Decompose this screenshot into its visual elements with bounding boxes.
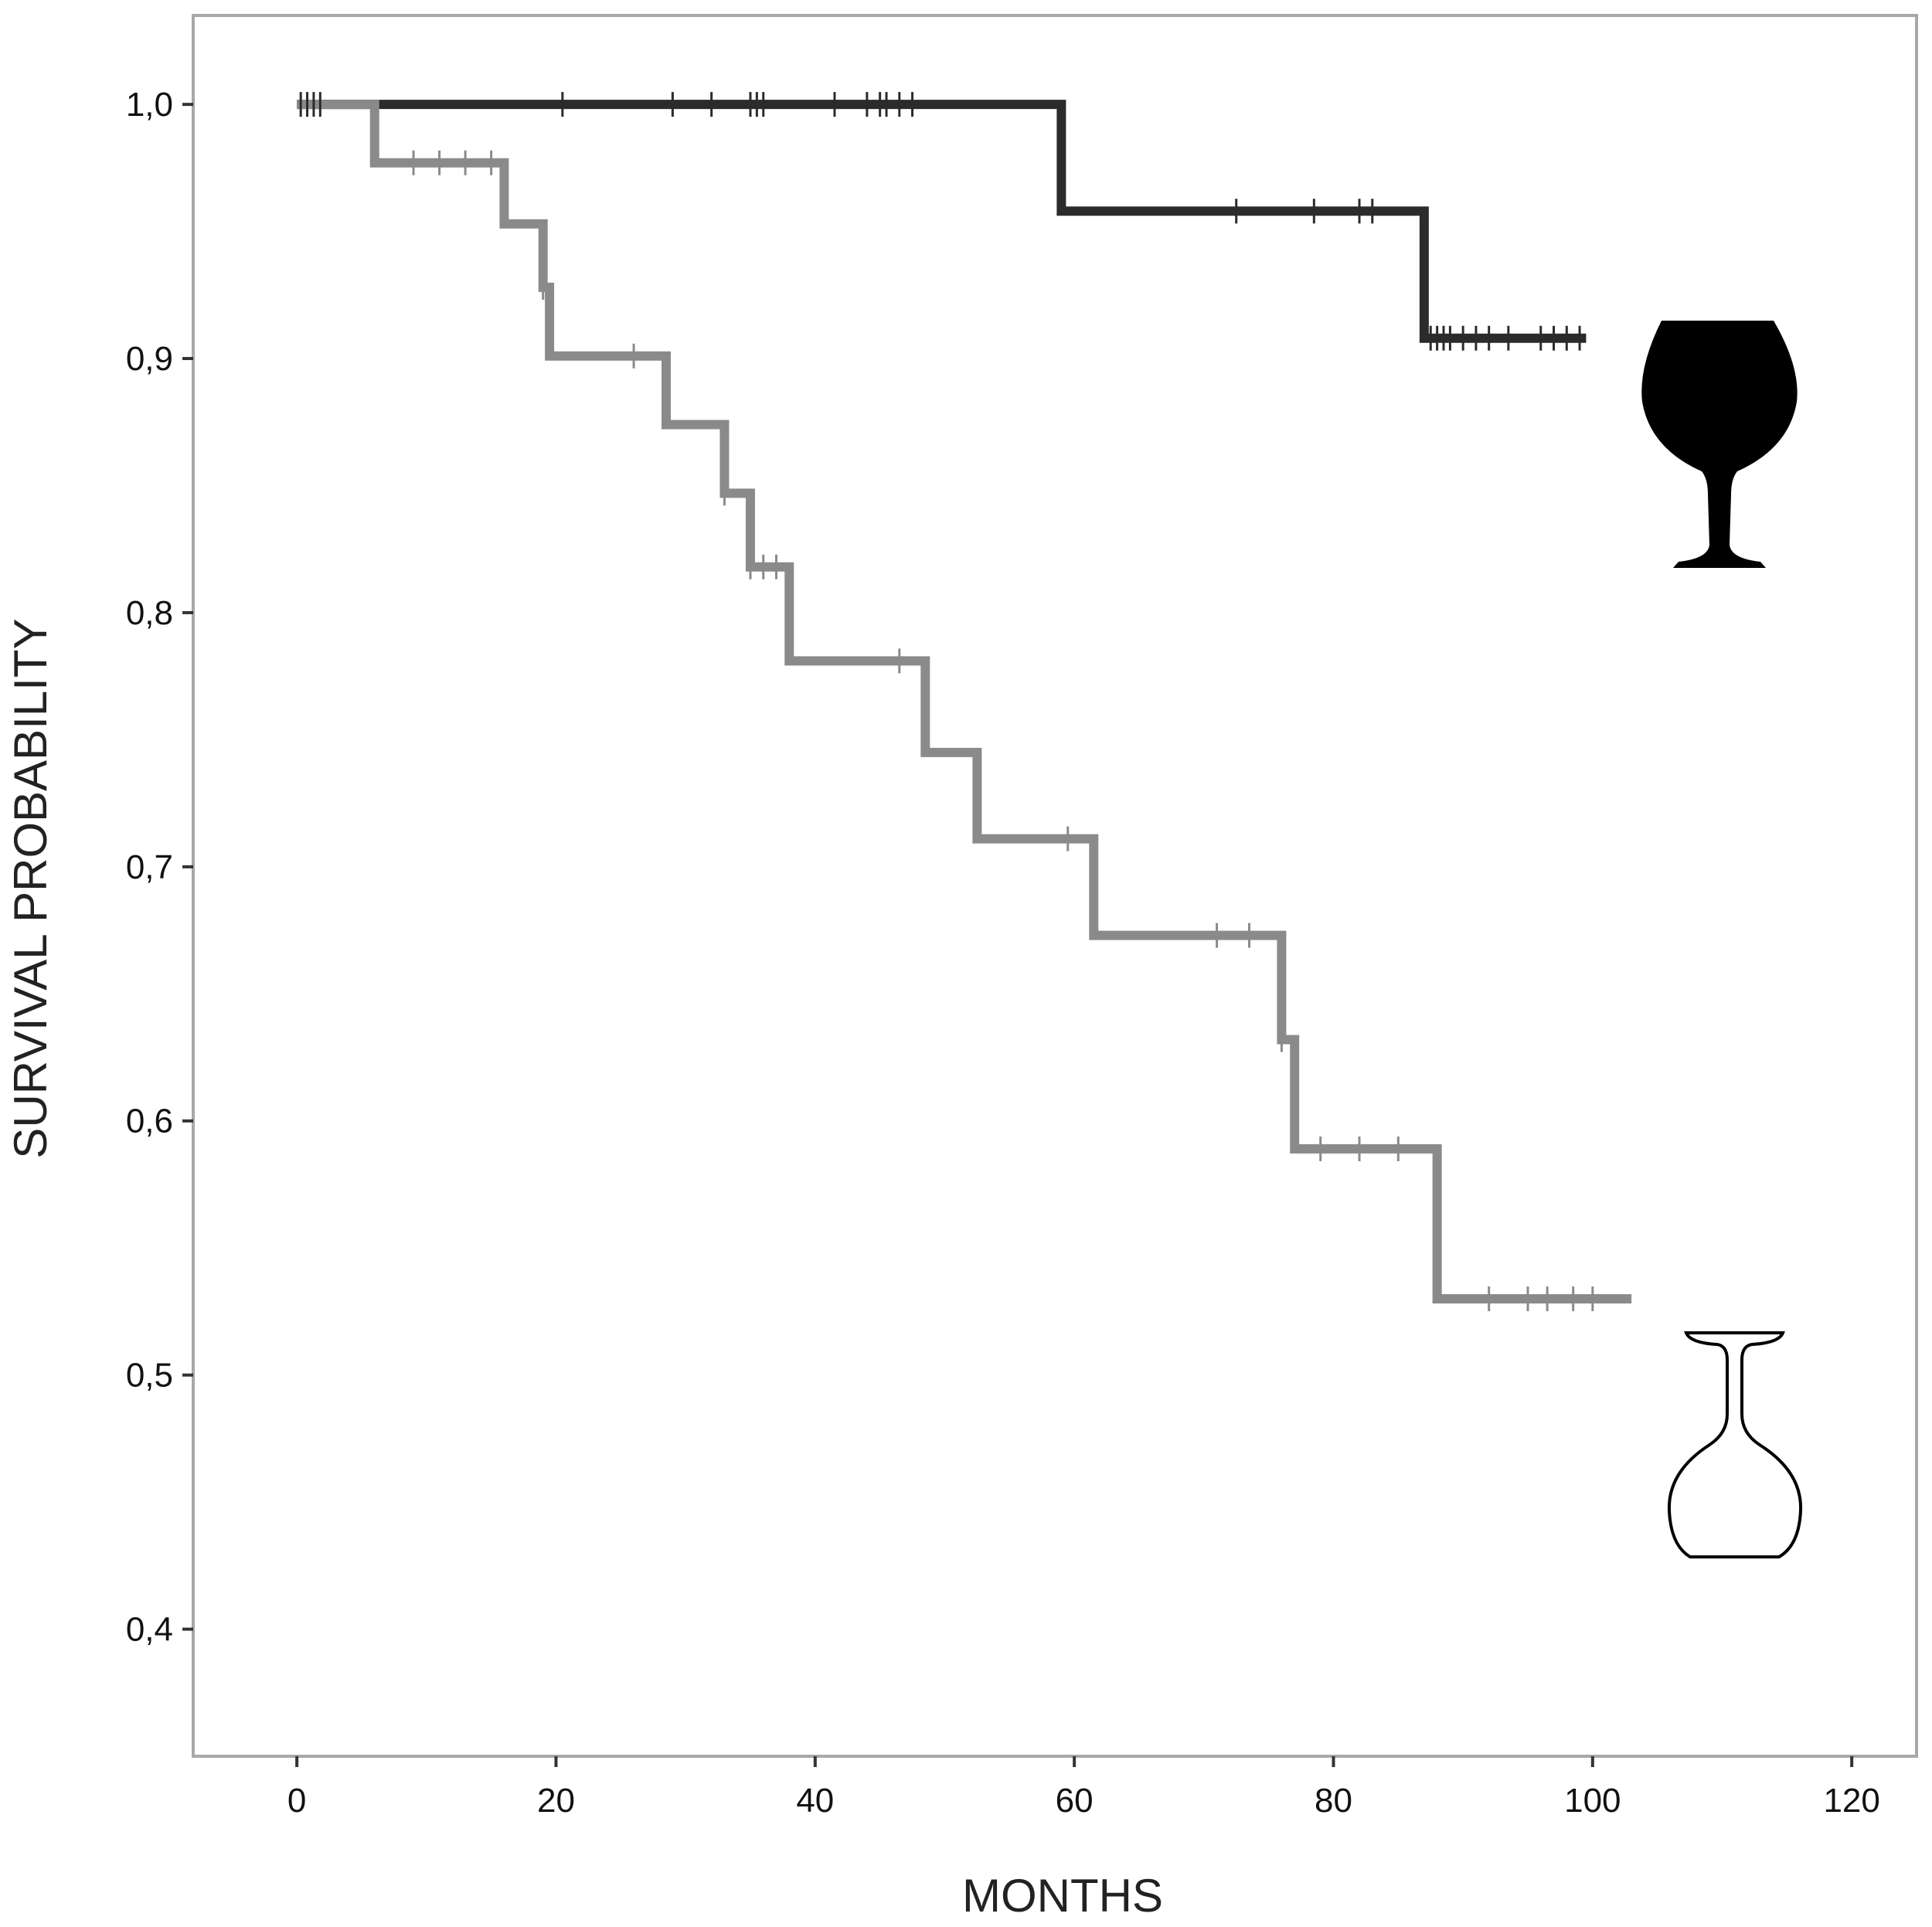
x-tick-label: 80 (1315, 1782, 1352, 1820)
outline-overturned-wine-glass-icon (1667, 1331, 1803, 1558)
x-tick-label: 0 (287, 1782, 306, 1820)
x-axis-ticks: 0 20 40 60 80 100 120 (287, 1756, 1880, 1820)
x-axis-title: MONTHS (962, 1870, 1163, 1922)
y-tick-label: 1,0 (126, 86, 173, 124)
y-tick-label: 0,4 (126, 1611, 173, 1649)
y-axis-ticks: 0,4 0,5 0,6 0,7 0,8 0,9 1,0 (126, 86, 193, 1649)
y-tick-label: 0,8 (126, 594, 173, 632)
y-tick-label: 0,6 (126, 1103, 173, 1140)
y-tick-label: 0,7 (126, 848, 173, 886)
y-axis-title: SURVIVAL PROBABILITY (5, 618, 56, 1158)
x-tick-label: 60 (1056, 1782, 1094, 1820)
plot-frame (192, 14, 1918, 1758)
y-tick-label: 0,9 (126, 340, 173, 378)
filled-wine-glass-icon (1641, 321, 1798, 568)
x-tick-label: 20 (537, 1782, 575, 1820)
x-tick-label: 100 (1564, 1782, 1621, 1820)
x-tick-label: 120 (1823, 1782, 1879, 1820)
y-tick-label: 0,5 (126, 1357, 173, 1395)
censor-marks (299, 92, 1594, 1311)
x-tick-label: 40 (796, 1782, 834, 1820)
